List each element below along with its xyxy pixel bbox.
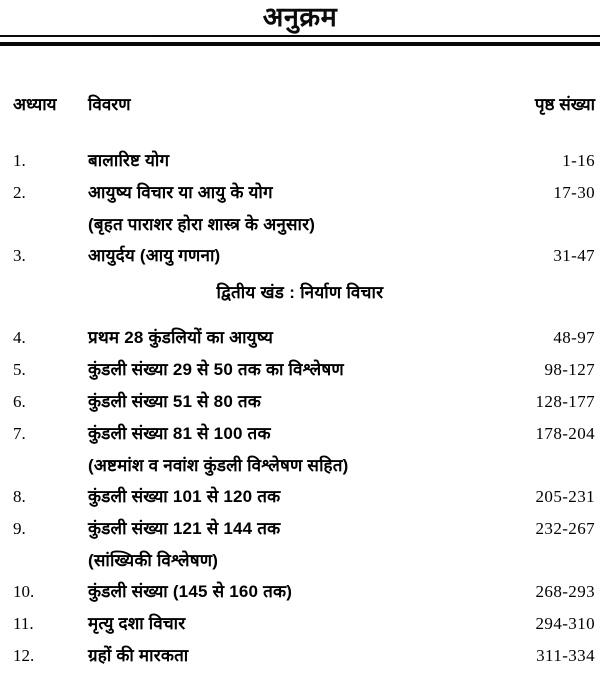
toc-chapter-number: 1.	[13, 151, 26, 170]
toc-row[interactable]: 5. कुंडली संख्या 29 से 50 तक का विश्लेषण 9…	[0, 355, 600, 387]
toc-row[interactable]: 6. कुंडली संख्या 51 से 80 तक 128-177	[0, 387, 600, 419]
toc-section-row: द्वितीय खंड : निर्याण विचार	[0, 273, 600, 323]
toc-page-range: 17-30	[553, 183, 595, 202]
toc-row[interactable]: 1. बालारिष्ट योग 1-16	[0, 146, 600, 178]
column-header-chapter: अध्याय	[13, 95, 57, 114]
toc-row[interactable]: 12. ग्रहों की मारकता 311-334	[0, 641, 600, 673]
title-rule-bottom	[0, 42, 600, 46]
toc-chapter-number: 3.	[13, 246, 26, 265]
toc-chapter-number: 11.	[13, 614, 34, 633]
toc-page-range: 178-204	[535, 424, 595, 443]
toc-row[interactable]: 7. कुंडली संख्या 81 से 100 तक 178-204	[0, 419, 600, 451]
toc-subtitle-row[interactable]: (अष्टमांश व नवांश कुंडली विश्लेषण सहित)	[0, 451, 600, 482]
toc-chapter-number: 4.	[13, 328, 26, 347]
toc-page-range: 31-47	[553, 246, 595, 265]
toc-row[interactable]: 8. कुंडली संख्या 101 से 120 तक 205-231	[0, 482, 600, 514]
toc-section-heading: द्वितीय खंड : निर्याण विचार	[216, 283, 384, 302]
toc-entry-title: कुंडली संख्या 51 से 80 तक	[88, 392, 262, 411]
toc-row[interactable]: 3. आयुर्दय (आयु गणना) 31-47	[0, 241, 600, 273]
toc-entry-title: आयुर्दय (आयु गणना)	[88, 246, 221, 265]
toc-subtitle-row[interactable]: (सांख्यिकी विश्लेषण)	[0, 546, 600, 577]
toc-entry-title: प्रथम 28 कुंडलियों का आयुष्य	[88, 328, 274, 347]
toc-subtitle-row[interactable]: (बृहत पाराशर होरा शास्त्र के अनुसार)	[0, 210, 600, 241]
toc-page-range: 294-310	[535, 614, 595, 633]
toc-chapter-number: 2.	[13, 183, 26, 202]
toc-chapter-number: 5.	[13, 360, 26, 379]
toc-page-range: 48-97	[553, 328, 595, 347]
toc-entry-subtitle: (बृहत पाराशर होरा शास्त्र के अनुसार)	[88, 215, 316, 234]
toc-entry-subtitle: (अष्टमांश व नवांश कुंडली विश्लेषण सहित)	[88, 456, 349, 475]
toc-entry-title: कुंडली संख्या 101 से 120 तक	[88, 487, 281, 506]
toc-chapter-number: 12.	[13, 646, 35, 665]
page-title-bar: अनुक्रम	[0, 0, 600, 35]
toc-row[interactable]: 11. मृत्यु दशा विचार 294-310	[0, 609, 600, 641]
toc-page-range: 98-127	[544, 360, 595, 379]
toc-chapter-number: 7.	[13, 424, 26, 443]
title-rule-top	[0, 35, 600, 37]
toc-page-range: 205-231	[535, 487, 595, 506]
page-title: अनुक्रम	[262, 2, 338, 32]
toc-chapter-number: 10.	[13, 582, 35, 601]
toc-entry-subtitle: (सांख्यिकी विश्लेषण)	[88, 551, 219, 570]
toc-page-range: 311-334	[536, 646, 595, 665]
toc-row[interactable]: 9. कुंडली संख्या 121 से 144 तक 232-267	[0, 514, 600, 546]
toc-entry-title: बालारिष्ट योग	[88, 151, 170, 170]
toc-entry-title: कुंडली संख्या 29 से 50 तक का विश्लेषण	[88, 360, 344, 379]
toc-entry-title: कुंडली संख्या 121 से 144 तक	[88, 519, 281, 538]
toc-entry-title: मृत्यु दशा विचार	[88, 614, 186, 633]
column-header-description: विवरण	[88, 95, 131, 114]
toc-chapter-number: 6.	[13, 392, 26, 411]
toc-chapter-number: 9.	[13, 519, 26, 538]
toc-page-range: 268-293	[535, 582, 595, 601]
toc-page-range: 1-16	[562, 151, 595, 170]
toc-page-range: 232-267	[535, 519, 595, 538]
column-header-row: अध्याय विवरण पृष्ठ संख्या	[0, 93, 600, 121]
toc-entry-title: आयुष्य विचार या आयु के योग	[88, 183, 273, 202]
toc-list: 1. बालारिष्ट योग 1-16 2. आयुष्य विचार या आयु…	[0, 146, 600, 673]
toc-row[interactable]: 10. कुंडली संख्या (145 से 160 तक) 268-293	[0, 577, 600, 609]
toc-page-range: 128-177	[535, 392, 595, 411]
toc-entry-title: कुंडली संख्या 81 से 100 तक	[88, 424, 271, 443]
column-header-pages: पृष्ठ संख्या	[534, 95, 595, 114]
toc-row[interactable]: 2. आयुष्य विचार या आयु के योग 17-30	[0, 178, 600, 210]
toc-chapter-number: 8.	[13, 487, 26, 506]
toc-entry-title: ग्रहों की मारकता	[88, 646, 189, 665]
toc-entry-title: कुंडली संख्या (145 से 160 तक)	[88, 582, 293, 601]
toc-row[interactable]: 4. प्रथम 28 कुंडलियों का आयुष्य 48-97	[0, 323, 600, 355]
